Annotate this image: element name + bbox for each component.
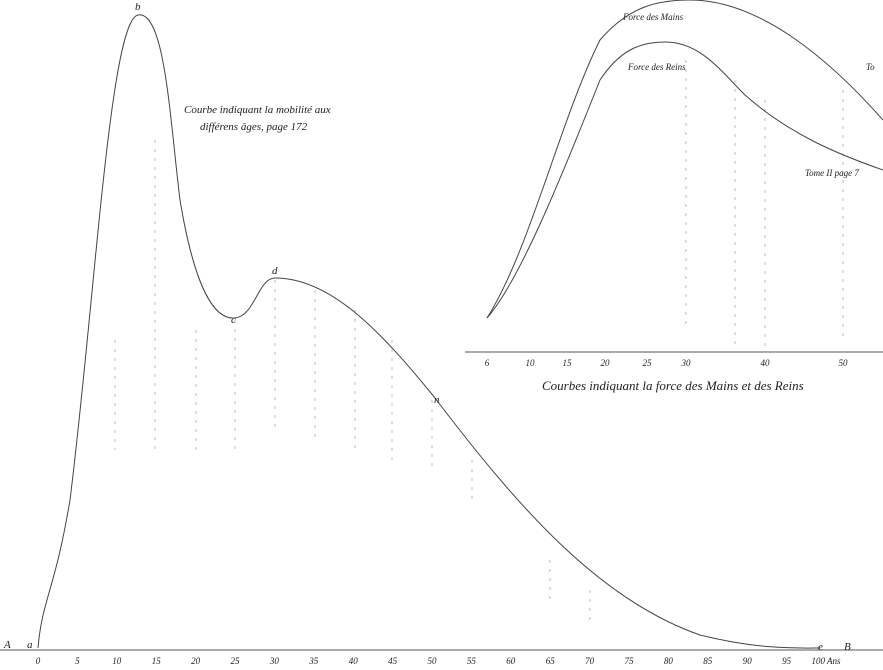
point-label: A <box>3 639 11 651</box>
point-label: c <box>231 314 236 326</box>
tick-label: 20 <box>601 358 611 368</box>
tick-label: 10 <box>526 358 536 368</box>
tick-label: 85 <box>703 656 713 666</box>
tick-label: 30 <box>681 358 692 368</box>
tick-label: 20 <box>191 656 201 666</box>
point-label: B <box>844 641 851 653</box>
title: Courbes indiquant la force des Mains et … <box>542 378 804 393</box>
tick-label: 50 <box>839 358 849 368</box>
tick-label: 0 <box>36 656 41 666</box>
tick-label: 25 <box>643 358 653 368</box>
tick-label: 65 <box>546 656 556 666</box>
loins-curve <box>486 41 883 319</box>
tick-label: 70 <box>585 656 595 666</box>
tick-label: 45 <box>388 656 398 666</box>
point-label: a <box>27 639 33 651</box>
curve-label: Force des Mains <box>622 12 684 22</box>
point-label: b <box>135 1 141 13</box>
tick-label: 15 <box>563 358 573 368</box>
curve-label: Force des Reins <box>627 62 686 72</box>
tick-label: 6 <box>485 358 490 368</box>
note: Tome II page 7 <box>805 168 859 178</box>
title: Courbe indiquant la mobilité aux <box>184 104 331 116</box>
tick-label: 35 <box>308 656 319 666</box>
tick-label: 40 <box>761 358 771 368</box>
tick-label: 5 <box>75 656 80 666</box>
tick-label: 15 <box>152 656 162 666</box>
point-label: d <box>272 265 278 277</box>
tick-label: 40 <box>349 656 359 666</box>
tick-label: 100 Ans <box>811 656 841 666</box>
tick-label: 10 <box>112 656 122 666</box>
tick-label: 55 <box>467 656 477 666</box>
tick-label: 80 <box>664 656 674 666</box>
title: différens âges, page 172 <box>200 121 308 133</box>
guides <box>114 60 844 620</box>
tick-label: 90 <box>743 656 753 666</box>
tick-label: 75 <box>625 656 635 666</box>
label: To <box>866 62 875 72</box>
hands-curve <box>486 0 883 319</box>
tick-label: 30 <box>269 656 280 666</box>
mobility-curve <box>37 14 821 649</box>
point-label: e <box>818 641 823 653</box>
point-label: n <box>434 394 440 406</box>
tick-label: 95 <box>782 656 792 666</box>
tick-label: 25 <box>231 656 241 666</box>
tick-label: 50 <box>428 656 438 666</box>
tick-label: 60 <box>506 656 516 666</box>
